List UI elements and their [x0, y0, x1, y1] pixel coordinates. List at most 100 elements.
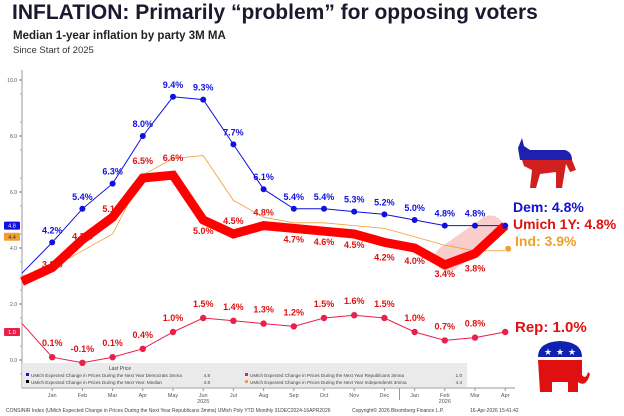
legend-header: Last Price — [109, 366, 131, 372]
donkey-icon — [518, 138, 572, 160]
rep-data-label: 1.2% — [284, 307, 305, 317]
median-data-label: 4.8% — [253, 208, 274, 218]
rep-data-label: 1.4% — [223, 302, 244, 312]
rep-point — [502, 328, 509, 336]
page-title: INFLATION: Primarily “problem” for oppos… — [12, 1, 538, 24]
rep-data-label: 1.5% — [193, 299, 214, 309]
rep-point — [139, 345, 146, 352]
dem-data-label: 4.2% — [42, 225, 63, 235]
rep-point — [230, 317, 237, 324]
axis-tag-dem — [4, 221, 20, 230]
dem-data-label: 6.1% — [253, 172, 274, 182]
dem-point — [502, 222, 509, 229]
y-tick-label: 10.0 — [7, 78, 17, 84]
rep-data-label: 1.5% — [374, 299, 395, 309]
rep-point — [290, 323, 297, 330]
dem-point — [441, 222, 448, 229]
series-line-median — [20, 170, 509, 286]
x-tick-label: Aug — [259, 393, 269, 399]
rep-point — [200, 314, 207, 322]
x-year-label: 2025 — [197, 399, 209, 405]
series-line-dem — [21, 96, 506, 274]
dem-data-label: 9.4% — [163, 80, 184, 90]
dem-point — [170, 93, 176, 100]
legend-box — [22, 363, 467, 387]
axis-tag-ind-text: 4.4 — [8, 235, 16, 241]
ind-point — [505, 245, 512, 252]
axis-tag-ind — [4, 232, 20, 241]
y-tick-label: 8.0 — [10, 134, 17, 140]
dem-data-label: 5.4% — [314, 192, 335, 202]
rep-point — [381, 314, 388, 322]
footer-copyright: Copyright© 2026 Bloomberg Finance L.P. — [352, 408, 444, 414]
y-tick-label: 4.0 — [10, 246, 17, 252]
axis-tag-rep-text: 1.0 — [8, 330, 16, 336]
axis-tag-rep — [4, 328, 20, 336]
legend-swatch — [26, 380, 29, 383]
dem-point — [260, 186, 267, 193]
rep-point — [49, 354, 56, 361]
median-data-label: 6.6% — [163, 153, 184, 163]
footer-source: CONSINIR Index (UMich Expected Change in… — [6, 408, 331, 414]
rep-point — [411, 328, 418, 336]
median-data-label: 3.3% — [42, 260, 63, 270]
elephant-icon — [538, 341, 582, 357]
elephant-star-icon: ★ — [568, 347, 576, 357]
rep-data-label: 1.0% — [404, 313, 425, 323]
y-tick-label: 2.0 — [10, 302, 17, 308]
rep-data-label: 1.0% — [163, 313, 184, 323]
median-data-label: 4.6% — [314, 237, 335, 247]
callout-ind: Ind: 3.9% — [515, 233, 577, 249]
dem-data-label: 5.4% — [72, 192, 93, 202]
median-data-label: 4.5% — [344, 240, 365, 250]
rep-data-label: 1.3% — [253, 305, 274, 315]
elephant-icon-body — [538, 360, 590, 392]
legend-swatch — [245, 380, 248, 383]
legend-value: 4.8 — [204, 380, 211, 385]
median-data-label: 3.4% — [435, 269, 456, 279]
dem-point — [200, 96, 207, 103]
highlight-region — [434, 215, 504, 272]
dem-data-label: 4.8% — [465, 209, 486, 219]
x-tick-label: Apr — [501, 393, 510, 399]
legend-item: UMich Expected Change in Prices During t… — [250, 380, 407, 385]
dem-data-label: 5.3% — [344, 195, 365, 205]
dem-data-label: 8.0% — [133, 119, 154, 129]
rep-data-label: 0.1% — [42, 338, 63, 348]
x-tick-label: Mar — [470, 393, 480, 399]
elephant-star-icon: ★ — [544, 347, 552, 357]
x-tick-label: Jan — [48, 393, 57, 399]
median-data-label: 4.5% — [223, 216, 244, 226]
dem-data-label: 6.3% — [102, 167, 123, 177]
rep-data-label: 1.6% — [344, 296, 365, 306]
dem-point — [472, 222, 478, 229]
median-data-label: 4.0% — [404, 256, 425, 266]
rep-point — [351, 312, 358, 319]
dem-point — [381, 211, 388, 218]
dem-point — [79, 205, 86, 212]
chart-subtitle: Median 1-year inflation by party 3M MA — [13, 30, 226, 42]
donkey-icon-body — [522, 160, 576, 188]
dem-data-label: 5.4% — [284, 192, 305, 202]
dem-data-label: 5.2% — [374, 197, 395, 207]
rep-data-label: 0.7% — [435, 321, 456, 331]
x-tick-label: Nov — [349, 393, 359, 399]
x-tick-label: Oct — [320, 393, 329, 399]
dem-data-label: 7.7% — [223, 127, 244, 137]
callout-dem: Dem: 4.8% — [513, 199, 584, 215]
series-line-ind — [21, 155, 506, 277]
dem-data-label: 9.3% — [193, 83, 214, 93]
dem-point — [411, 217, 418, 223]
legend-value: 4.8 — [204, 373, 211, 378]
y-tick-label: 6.0 — [10, 190, 17, 196]
rep-point — [441, 337, 448, 344]
dem-data-label: 5.0% — [404, 203, 425, 213]
legend-swatch — [245, 373, 248, 376]
y-tick-label: 0.0 — [10, 358, 17, 364]
x-tick-label: Dec — [380, 393, 390, 399]
rep-point — [320, 314, 328, 322]
x-tick-label: Sep — [289, 393, 299, 399]
x-tick-label: Jun — [199, 393, 208, 399]
callout-median: Umich 1Y: 4.8% — [513, 216, 617, 232]
legend-item: UMich Expected Change in Prices During t… — [250, 373, 404, 378]
